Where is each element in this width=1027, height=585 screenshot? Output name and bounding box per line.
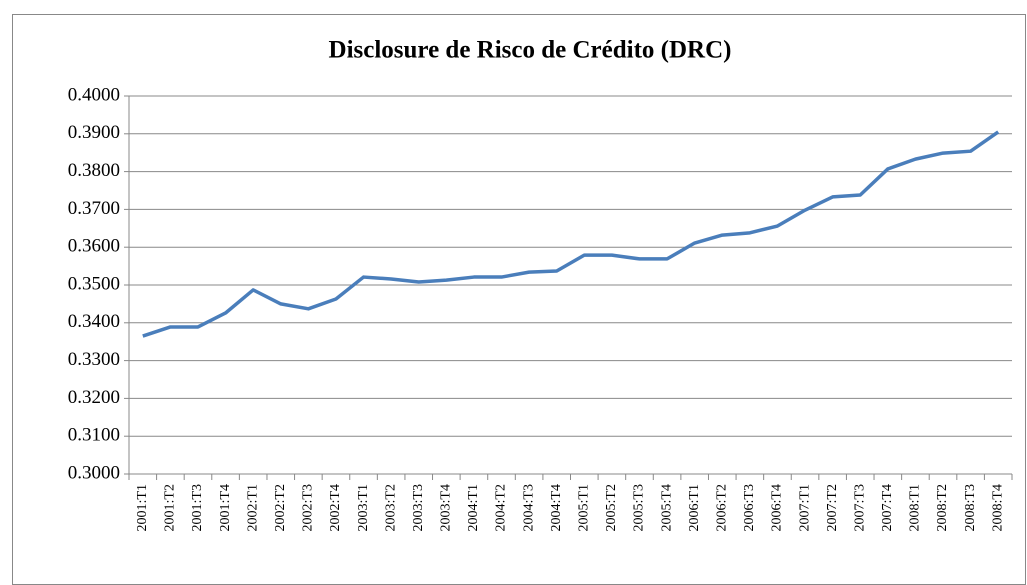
chart-frame	[12, 14, 1026, 585]
chart-title: Disclosure de Risco de Crédito (DRC)	[329, 37, 732, 64]
x-tick-label: 2005:T3	[632, 484, 647, 531]
y-tick-label: 0.3600	[68, 236, 120, 257]
x-tick-label: 2007:T1	[797, 484, 812, 531]
y-tick-label: 0.3000	[68, 462, 120, 483]
y-tick-label: 0.4000	[68, 84, 120, 105]
x-tick-label: 2005:T1	[577, 484, 592, 531]
x-tick-label: 2003:T4	[439, 484, 454, 531]
x-tick-label: 2007:T4	[880, 484, 895, 531]
x-tick-label: 2007:T3	[852, 484, 867, 531]
x-tick-label: 2002:T1	[245, 484, 260, 531]
x-tick-label: 2008:T4	[990, 484, 1005, 531]
x-tick-label: 2006:T2	[714, 484, 729, 531]
x-tick-label: 2001:T3	[190, 484, 205, 531]
y-tick-label: 0.3300	[68, 349, 120, 370]
y-tick-label: 0.3200	[68, 387, 120, 408]
y-tick-label: 0.3900	[68, 122, 120, 143]
y-tick-label: 0.3100	[68, 425, 120, 446]
x-tick-label: 2007:T2	[825, 484, 840, 531]
x-tick-label: 2004:T3	[521, 484, 536, 531]
x-tick-label: 2006:T4	[770, 484, 785, 531]
y-tick-label: 0.3500	[68, 273, 120, 294]
x-tick-label: 2004:T4	[549, 484, 564, 531]
x-tick-label: 2006:T3	[742, 484, 757, 531]
x-tick-label: 2008:T1	[908, 484, 923, 531]
x-tick-label: 2008:T2	[935, 484, 950, 531]
y-tick-label: 0.3700	[68, 198, 120, 219]
data-line	[142, 130, 1000, 338]
x-tick-label: 2002:T3	[301, 484, 316, 531]
x-tick-label: 2003:T3	[411, 484, 426, 531]
x-tick-label: 2001:T1	[135, 484, 150, 531]
x-tick-label: 2005:T4	[659, 484, 674, 531]
x-tick-label: 2004:T2	[494, 484, 509, 531]
x-tick-label: 2001:T4	[218, 484, 233, 531]
x-tick-label: 2005:T2	[604, 484, 619, 531]
x-tick-label: 2003:T2	[383, 484, 398, 531]
y-tick-label: 0.3400	[68, 311, 120, 332]
x-tick-label: 2006:T1	[687, 484, 702, 531]
x-tick-label: 2002:T4	[328, 484, 343, 531]
x-tick-label: 2008:T3	[963, 484, 978, 531]
x-tick-label: 2002:T2	[273, 484, 288, 531]
x-tick-label: 2004:T1	[466, 484, 481, 531]
y-tick-label: 0.3800	[68, 160, 120, 181]
x-tick-label: 2003:T1	[356, 484, 371, 531]
x-tick-label: 2001:T2	[163, 484, 178, 531]
